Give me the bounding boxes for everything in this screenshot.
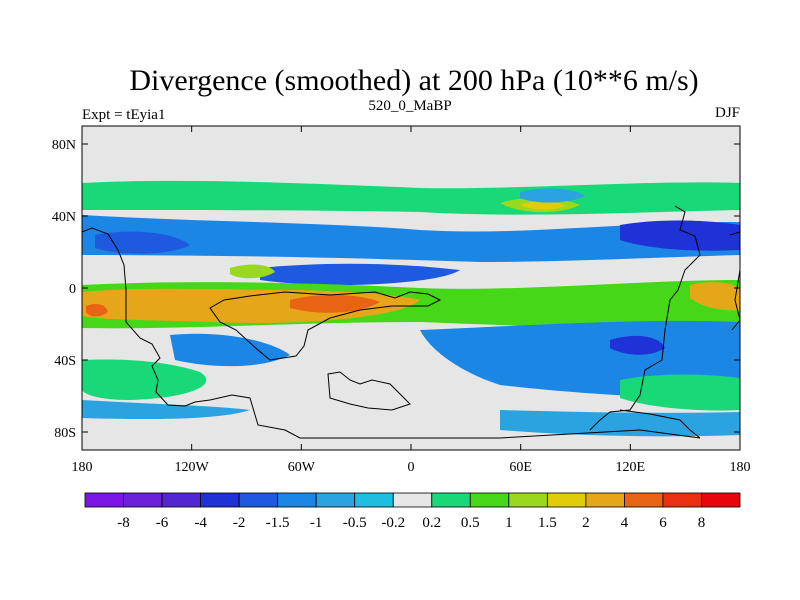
coastline-asia: [589, 205, 701, 431]
field-neg-sh-high2: [500, 410, 740, 437]
field-neg-sh-west: [170, 333, 290, 367]
colorbar-swatch: [662, 492, 702, 508]
y-tick-label: 80S: [54, 426, 76, 441]
colorbar-swatch: [508, 492, 548, 508]
colorbar-label: 4: [621, 515, 629, 531]
coastline-australia: [619, 409, 701, 439]
y-tick-label: 80N: [52, 138, 76, 153]
colorbar-swatch: [315, 492, 356, 508]
coastline-east: [729, 231, 740, 331]
colorbar-swatch: [277, 492, 317, 508]
colorbar-swatch: [701, 492, 741, 508]
field-pos-sa-core: [290, 294, 380, 313]
colorbar-label: 2: [582, 515, 590, 531]
colorbar-swatch: [431, 492, 471, 508]
y-axis: 80N 40N 0 40S 80S: [52, 138, 740, 441]
field-patch-b: [520, 188, 585, 203]
colorbar-label: 0.5: [461, 515, 480, 531]
colorbar-swatch: [354, 492, 394, 508]
colorbar-swatch: [200, 492, 240, 508]
field-neg-sh-core: [610, 335, 665, 355]
x-tick-label: 120E: [616, 460, 646, 475]
x-tick-label: 0: [408, 460, 415, 475]
x-tick-label: 60W: [288, 460, 316, 475]
x-tick-label: 60E: [509, 460, 532, 475]
field-patch-a: [230, 264, 275, 279]
field-neg-nh-core: [620, 220, 740, 251]
y-tick-label: 40N: [52, 210, 76, 225]
colorbar-label: -8: [117, 515, 130, 531]
field-pos-cpac-core: [86, 304, 108, 317]
left-subtitle: Expt = tEyia1: [82, 107, 165, 123]
colorbar-swatch: [161, 492, 201, 508]
chart-title: Divergence (smoothed) at 200 hPa (10**6 …: [129, 64, 698, 97]
colorbar-label: -6: [156, 515, 169, 531]
colorbar: -8 -6 -4 -2 -1.5 -1 -0.5 -0.2 0.2 0.5 1 1.5 2 4 6 8: [84, 492, 741, 531]
colorbar-label: -0.5: [343, 515, 367, 531]
contour-field: [82, 180, 740, 437]
field-neg-pac: [95, 231, 190, 254]
x-tick-label: 120W: [175, 460, 210, 475]
colorbar-swatch: [469, 492, 510, 508]
field-neg-eq: [260, 263, 460, 285]
colorbar-swatch: [585, 492, 625, 508]
map-panel: [81, 125, 741, 451]
right-subtitle: DJF: [715, 105, 740, 121]
x-tick-label: 180: [72, 460, 93, 475]
colorbar-label: -1: [310, 515, 323, 531]
field-neg-sh-high: [82, 400, 250, 420]
colorbar-label: -0.2: [381, 515, 405, 531]
y-tick-label: 0: [69, 282, 76, 297]
colorbar-label: 8: [698, 515, 706, 531]
colorbar-swatch: [624, 492, 664, 508]
field-pos-sh-mid2: [620, 374, 740, 411]
colorbar-swatch: [238, 492, 279, 508]
colorbar-label: 6: [659, 515, 667, 531]
x-axis: 180 120W 60W 0 60E 120E 180: [72, 126, 751, 475]
field-neg-nh-jet: [82, 215, 740, 262]
field-pos-wpac-core: [690, 282, 740, 311]
center-subtitle: 520_0_MaBP: [368, 98, 451, 114]
y-tick-label: 40S: [54, 354, 76, 369]
colorbar-label: -1.5: [266, 515, 290, 531]
colorbar-label: 1.5: [538, 515, 557, 531]
colorbar-swatch: [392, 492, 433, 508]
coastline-south-america: [209, 291, 442, 361]
colorbar-swatch: [84, 492, 124, 508]
colorbar-swatch: [123, 492, 163, 508]
x-tick-label: 180: [730, 460, 751, 475]
colorbar-label: 1: [505, 515, 513, 531]
coastlines: [82, 205, 740, 439]
coastline-africa: [327, 371, 411, 411]
colorbar-label: -2: [233, 515, 246, 531]
field-pos-sh-mid: [82, 359, 207, 400]
coastline-americas: [82, 227, 701, 439]
colorbar-swatch: [546, 492, 587, 508]
colorbar-label: 0.2: [422, 515, 441, 531]
colorbar-label: -4: [194, 515, 207, 531]
field-pos-nh-core2: [520, 201, 565, 210]
